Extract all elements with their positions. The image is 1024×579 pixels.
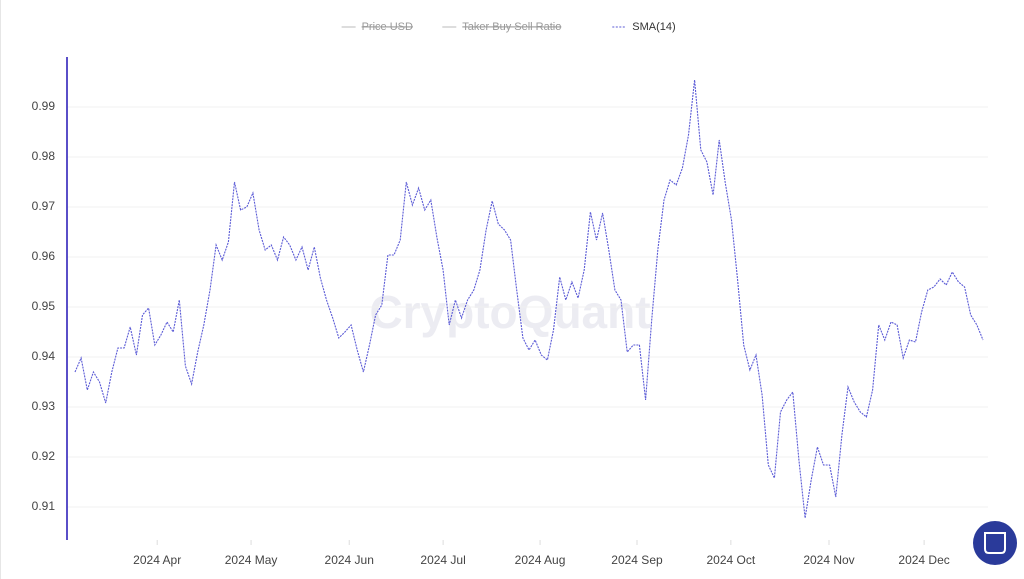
chat-button[interactable]	[973, 521, 1017, 565]
y-tick-label: 0.98	[32, 149, 56, 163]
chat-button-circle[interactable]	[973, 521, 1017, 565]
x-tick-label: 2024 Jun	[325, 553, 374, 567]
x-tick-label: 2024 Sep	[611, 553, 663, 567]
y-tick-label: 0.92	[32, 449, 56, 463]
legend-label: SMA(14)	[632, 21, 675, 33]
legend-label: Taker Buy Sell Ratio	[462, 21, 561, 33]
y-tick-label: 0.93	[32, 399, 56, 413]
legend-label: Price USD	[362, 21, 413, 33]
x-tick-label: 2024 May	[225, 553, 278, 567]
y-tick-label: 0.95	[32, 299, 56, 313]
y-tick-label: 0.91	[32, 499, 56, 513]
watermark: CryptoQuant	[369, 286, 650, 338]
x-tick-label: 2024 Nov	[803, 553, 854, 567]
y-tick-label: 0.96	[32, 249, 56, 263]
y-tick-label: 0.97	[32, 199, 56, 213]
x-tick-label: 2024 Oct	[706, 553, 755, 567]
x-tick-label: 2024 Jul	[420, 553, 465, 567]
y-tick-label: 0.94	[32, 349, 56, 363]
y-tick-label: 0.99	[32, 99, 56, 113]
chat-icon[interactable]	[984, 532, 1006, 554]
x-tick-label: 2024 Aug	[515, 553, 566, 567]
x-tick-label: 2024 Dec	[898, 553, 949, 567]
x-tick-label: 2024 Apr	[133, 553, 181, 567]
